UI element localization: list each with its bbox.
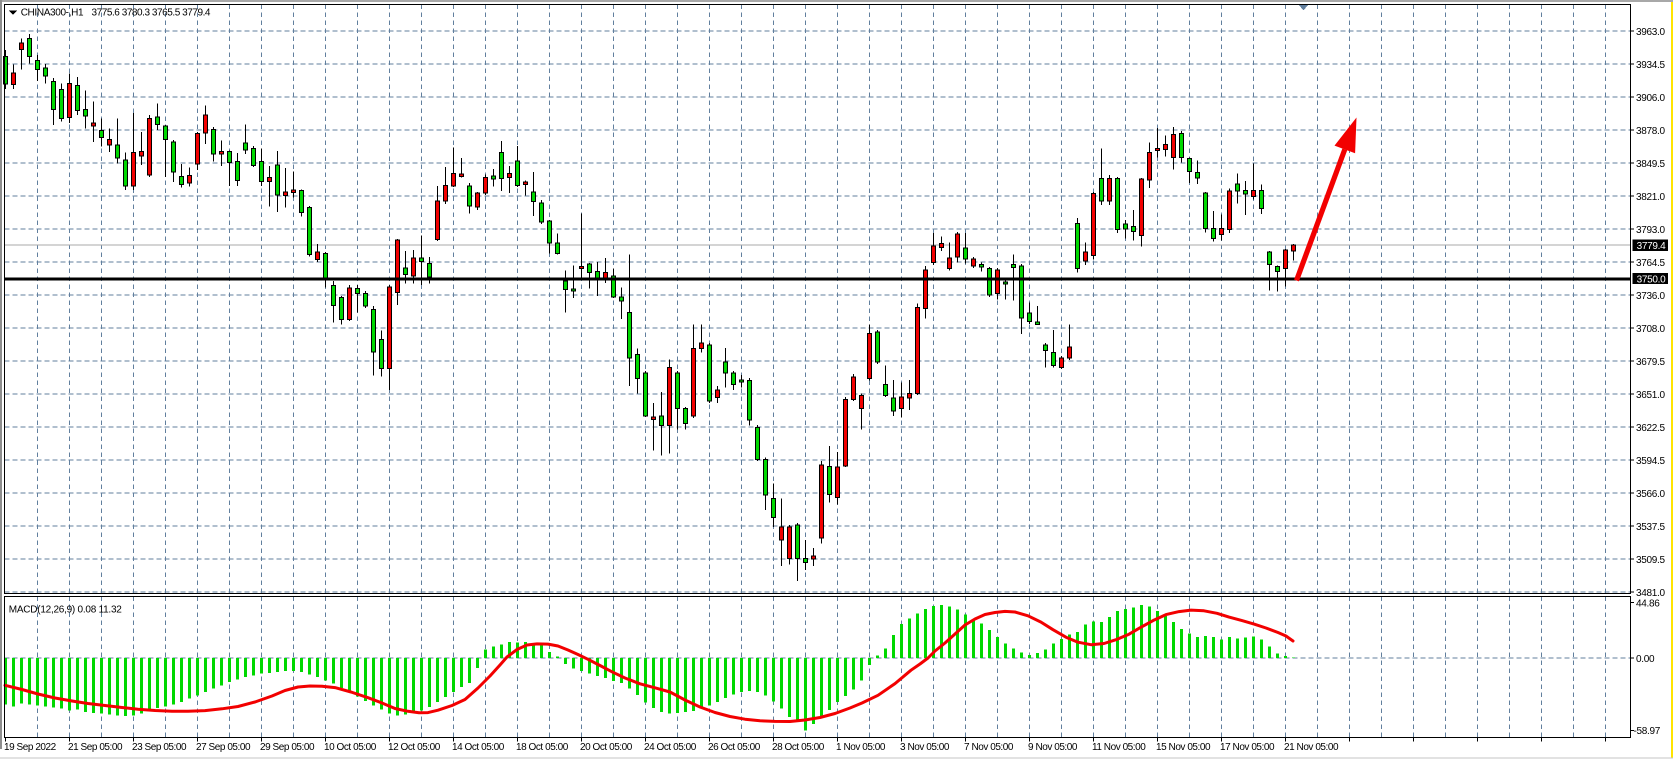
- svg-text:3779.4: 3779.4: [1637, 241, 1667, 252]
- svg-text:24 Oct 05:00: 24 Oct 05:00: [644, 742, 697, 753]
- svg-text:3679.5: 3679.5: [1636, 357, 1666, 368]
- svg-text:1 Nov 05:00: 1 Nov 05:00: [836, 742, 886, 753]
- svg-text:3775.6 3780.3 3765.5 3779.4: 3775.6 3780.3 3765.5 3779.4: [92, 7, 211, 18]
- svg-text:3 Nov 05:00: 3 Nov 05:00: [900, 742, 950, 753]
- svg-text:17 Nov 05:00: 17 Nov 05:00: [1220, 742, 1275, 753]
- svg-text:19 Sep 2022: 19 Sep 2022: [4, 742, 57, 753]
- svg-text:3793.0: 3793.0: [1636, 225, 1666, 236]
- svg-text:3736.0: 3736.0: [1636, 291, 1666, 302]
- svg-text:10 Oct 05:00: 10 Oct 05:00: [324, 742, 377, 753]
- svg-text:12 Oct 05:00: 12 Oct 05:00: [388, 742, 441, 753]
- svg-text:28 Oct 05:00: 28 Oct 05:00: [772, 742, 825, 753]
- svg-text:3481.0: 3481.0: [1636, 588, 1666, 599]
- svg-text:14 Oct 05:00: 14 Oct 05:00: [452, 742, 505, 753]
- svg-text:20 Oct 05:00: 20 Oct 05:00: [580, 742, 633, 753]
- svg-text:18 Oct 05:00: 18 Oct 05:00: [516, 742, 569, 753]
- svg-text:23 Sep 05:00: 23 Sep 05:00: [132, 742, 187, 753]
- svg-text:3594.5: 3594.5: [1636, 456, 1666, 467]
- svg-text:29 Sep 05:00: 29 Sep 05:00: [260, 742, 315, 753]
- svg-text:3821.0: 3821.0: [1636, 192, 1666, 203]
- svg-text:44.86: 44.86: [1636, 598, 1660, 609]
- svg-text:21 Sep 05:00: 21 Sep 05:00: [68, 742, 123, 753]
- svg-text:3750.0: 3750.0: [1637, 275, 1667, 286]
- svg-text:3849.5: 3849.5: [1636, 159, 1666, 170]
- svg-text:11 Nov 05:00: 11 Nov 05:00: [1092, 742, 1146, 753]
- svg-text:3651.0: 3651.0: [1636, 390, 1666, 401]
- svg-text:27 Sep 05:00: 27 Sep 05:00: [196, 742, 251, 753]
- svg-text:3878.0: 3878.0: [1636, 126, 1666, 137]
- svg-text:3566.0: 3566.0: [1636, 489, 1666, 500]
- svg-text:3934.5: 3934.5: [1636, 60, 1666, 71]
- svg-text:26 Oct 05:00: 26 Oct 05:00: [708, 742, 761, 753]
- svg-text:21 Nov 05:00: 21 Nov 05:00: [1284, 742, 1339, 753]
- svg-text:3963.0: 3963.0: [1636, 27, 1666, 38]
- svg-text:15 Nov 05:00: 15 Nov 05:00: [1156, 742, 1211, 753]
- svg-text:-58.97: -58.97: [1634, 726, 1661, 737]
- svg-text:3708.0: 3708.0: [1636, 324, 1666, 335]
- svg-text:3509.5: 3509.5: [1636, 555, 1666, 566]
- svg-text:3764.5: 3764.5: [1636, 258, 1666, 269]
- svg-text:0.00: 0.00: [1636, 654, 1655, 665]
- svg-text:MACD(12,26,9) 0.08 11.32: MACD(12,26,9) 0.08 11.32: [9, 605, 122, 616]
- svg-text:9 Nov 05:00: 9 Nov 05:00: [1028, 742, 1078, 753]
- svg-text:3537.5: 3537.5: [1636, 522, 1666, 533]
- svg-text:3906.0: 3906.0: [1636, 93, 1666, 104]
- svg-text:7 Nov 05:00: 7 Nov 05:00: [964, 742, 1014, 753]
- svg-text:CHINA300-,H1: CHINA300-,H1: [21, 7, 84, 18]
- svg-text:3622.5: 3622.5: [1636, 423, 1666, 434]
